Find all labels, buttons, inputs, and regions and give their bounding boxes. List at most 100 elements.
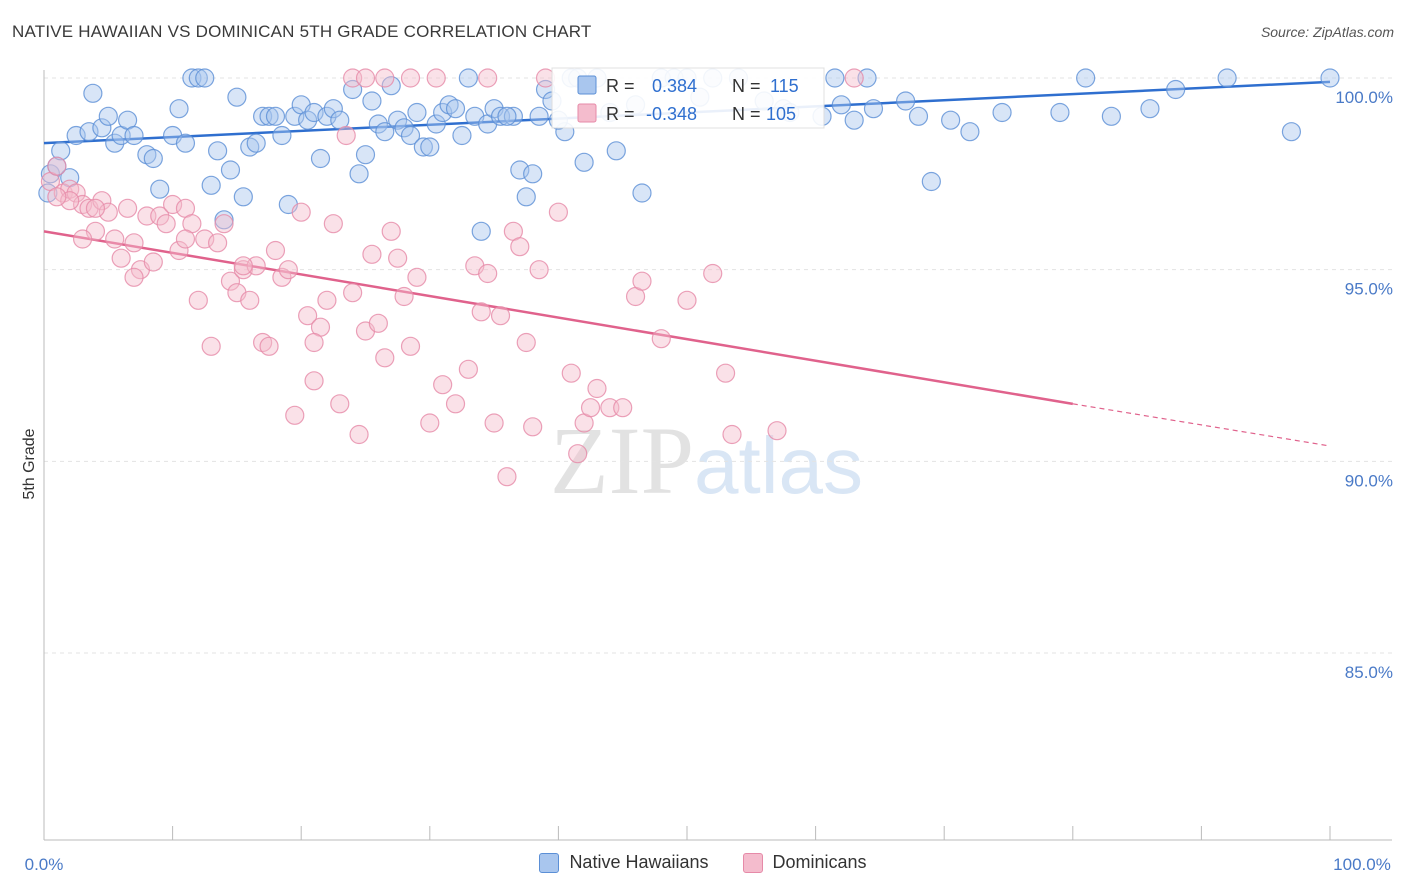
native-hawaiian-point-7 (83, 83, 103, 103)
native-hawaiian-point-98 (921, 171, 941, 192)
dominican-point-58 (420, 413, 440, 433)
native-hawaiian-point-18 (169, 99, 189, 119)
dominican-point-93 (375, 68, 395, 88)
dominican-point-85 (677, 290, 697, 310)
dominican-point-53 (381, 221, 401, 241)
native-hawaiian-point-19 (175, 133, 196, 153)
legend-label-dominicans: Dominicans (772, 852, 867, 872)
dominican-trend-line (43, 230, 1074, 406)
dominican-point-13 (124, 233, 144, 253)
x-tick-label-0: 0.0% (25, 855, 64, 874)
dominican-point-9 (98, 202, 118, 222)
dominican-point-16 (143, 252, 163, 272)
dominican-point-98 (304, 332, 324, 353)
native-hawaiian-point-9 (98, 106, 118, 126)
native-hawaiian-point-70 (516, 187, 536, 207)
dominican-point-48 (349, 424, 369, 445)
axes (43, 70, 1392, 841)
native-hawaiian-point-5 (66, 125, 86, 146)
grid-lines (44, 77, 1392, 654)
y-tick-label-3: 85.0% (1345, 663, 1393, 682)
native-hawaiian-point-72 (529, 106, 549, 126)
y-tick-label-2: 90.0% (1345, 471, 1393, 490)
legend-item-dominicans[interactable]: Dominicans (742, 852, 867, 873)
tick-labels: 100.0% 95.0% 90.0% 85.0% 0.0% 100.0% (25, 88, 1393, 874)
native-hawaiian-point-80 (606, 141, 626, 161)
dominican-point-72 (529, 260, 549, 280)
native-hawaiian-point-6 (79, 122, 99, 142)
dominican-point-1 (47, 156, 67, 176)
native-hawaiian-point-36 (285, 106, 305, 126)
native-hawaiian-point-51 (388, 110, 408, 130)
dominican-point-89 (767, 421, 787, 441)
native-hawaiian-point-100 (960, 122, 980, 142)
dominican-point-74 (548, 202, 569, 222)
dominican-point-65 (484, 413, 504, 433)
native-hawaiian-point-44 (343, 79, 363, 100)
chart-title: NATIVE HAWAIIAN VS DOMINICAN 5TH GRADE C… (12, 22, 592, 41)
dominican-point-102 (60, 191, 80, 211)
native-hawaiian-point-55 (413, 137, 433, 157)
dominican-point-67 (497, 467, 517, 487)
native-hawaiian-point-68 (503, 106, 523, 126)
native-hawaiian-point-107 (1217, 68, 1237, 88)
native-hawaiian-point-109 (1320, 68, 1340, 88)
native-hawaiian-point-39 (304, 102, 324, 123)
native-hawaiian-point-23 (201, 175, 221, 195)
native-hawaiian-point-34 (272, 125, 292, 146)
native-hawaiian-point-101 (992, 102, 1012, 123)
dominican-point-84 (651, 329, 671, 349)
dominican-point-88 (722, 424, 742, 445)
native-hawaiian-point-103 (1076, 68, 1096, 88)
dominican-point-18 (156, 214, 176, 234)
native-hawaiian-point-97 (908, 106, 929, 126)
native-hawaiian-point-22 (195, 68, 215, 88)
legend-item-native-hawaiians[interactable]: Native Hawaiians (539, 852, 709, 873)
dominican-point-43 (317, 290, 337, 310)
watermark-atlas: atlas (694, 421, 863, 510)
native-hawaiian-point-49 (375, 122, 395, 142)
legend-swatch-pink (577, 103, 597, 123)
native-hawaiian-point-47 (362, 91, 382, 111)
native-hawaiian-point-50 (381, 76, 401, 96)
native-hawaiian-point-38 (298, 110, 318, 130)
dominican-point-70 (516, 332, 536, 353)
native-hawaiian-point-91 (825, 68, 845, 88)
stats-legend: R = 0.384 N = 115 R = -0.348 N = 105 (551, 67, 825, 129)
dominican-point-96 (478, 68, 498, 88)
dominican-point-79 (587, 378, 607, 399)
legend-n-value-1: 115 (770, 76, 799, 96)
native-hawaiian-point-105 (1140, 99, 1160, 119)
native-hawaiian-point-27 (227, 87, 247, 107)
dominican-trend-line-extension (1072, 403, 1331, 447)
dominican-point-36 (272, 267, 292, 287)
dominican-point-75 (561, 363, 581, 383)
source-label: Source: ZipAtlas.com (1260, 24, 1394, 40)
dominican-point-46 (336, 125, 356, 146)
native-hawaiian-point-8 (92, 118, 112, 138)
native-hawaiian-point-99 (941, 110, 961, 130)
dominican-point-57 (407, 267, 427, 287)
dominican-point-26 (208, 233, 228, 253)
native-hawaiian-point-104 (1101, 106, 1121, 126)
dominican-point-12 (117, 198, 138, 218)
native-hawaiian-point-10 (105, 133, 125, 153)
dominican-point-87 (715, 363, 736, 383)
native-hawaiian-point-16 (150, 179, 170, 199)
dominican-point-90 (844, 68, 864, 88)
dominican-point-35 (265, 240, 286, 261)
dominican-point-28 (220, 271, 241, 291)
watermark: ZIPatlas (550, 405, 863, 516)
dominican-point-11 (111, 248, 131, 268)
native-hawaiian-point-15 (143, 148, 163, 169)
native-hawaiian-point-13 (124, 125, 144, 146)
native-hawaiian-point-45 (349, 164, 369, 184)
native-hawaiian-point-52 (394, 118, 414, 138)
dominican-point-55 (394, 286, 414, 307)
native-hawaiian-point-93 (844, 110, 864, 130)
dominican-point-54 (388, 248, 408, 268)
native-hawaiian-point-56 (420, 137, 440, 157)
dominican-point-95 (426, 68, 446, 88)
native-hawaiian-point-42 (323, 99, 343, 119)
native-hawaiian-point-110 (497, 106, 517, 126)
